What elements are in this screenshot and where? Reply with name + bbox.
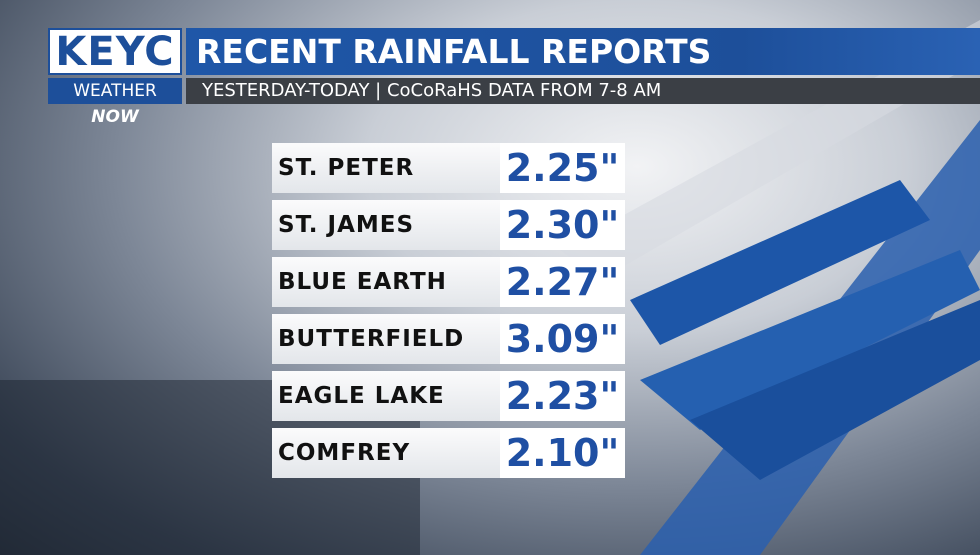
location: BLUE EARTH xyxy=(272,257,500,307)
rainfall-value: 2.10" xyxy=(500,428,625,478)
logo-tagline: WEATHER NOW xyxy=(48,78,182,127)
location: COMFREY xyxy=(272,428,500,478)
location: ST. JAMES xyxy=(272,200,500,250)
rainfall-value: 3.09" xyxy=(500,314,625,364)
table-row: COMFREY 2.10" xyxy=(272,428,625,478)
logo-weather: WEATHER xyxy=(73,81,157,101)
subtitle: YESTERDAY-TODAY | CoCoRaHS DATA FROM 7-8… xyxy=(186,78,980,104)
logo-station: KEYC xyxy=(48,28,182,75)
rainfall-value: 2.23" xyxy=(500,371,625,421)
table-row: ST. JAMES 2.30" xyxy=(272,200,625,250)
rainfall-value: 2.25" xyxy=(500,143,625,193)
table-row: BLUE EARTH 2.27" xyxy=(272,257,625,307)
rainfall-value: 2.27" xyxy=(500,257,625,307)
table-row: ST. PETER 2.25" xyxy=(272,143,625,193)
title: RECENT RAINFALL REPORTS xyxy=(186,28,980,75)
logo-now: NOW xyxy=(91,107,139,127)
table-row: BUTTERFIELD 3.09" xyxy=(272,314,625,364)
location: ST. PETER xyxy=(272,143,500,193)
location: EAGLE LAKE xyxy=(272,371,500,421)
rainfall-value: 2.30" xyxy=(500,200,625,250)
table-row: EAGLE LAKE 2.23" xyxy=(272,371,625,421)
location: BUTTERFIELD xyxy=(272,314,500,364)
